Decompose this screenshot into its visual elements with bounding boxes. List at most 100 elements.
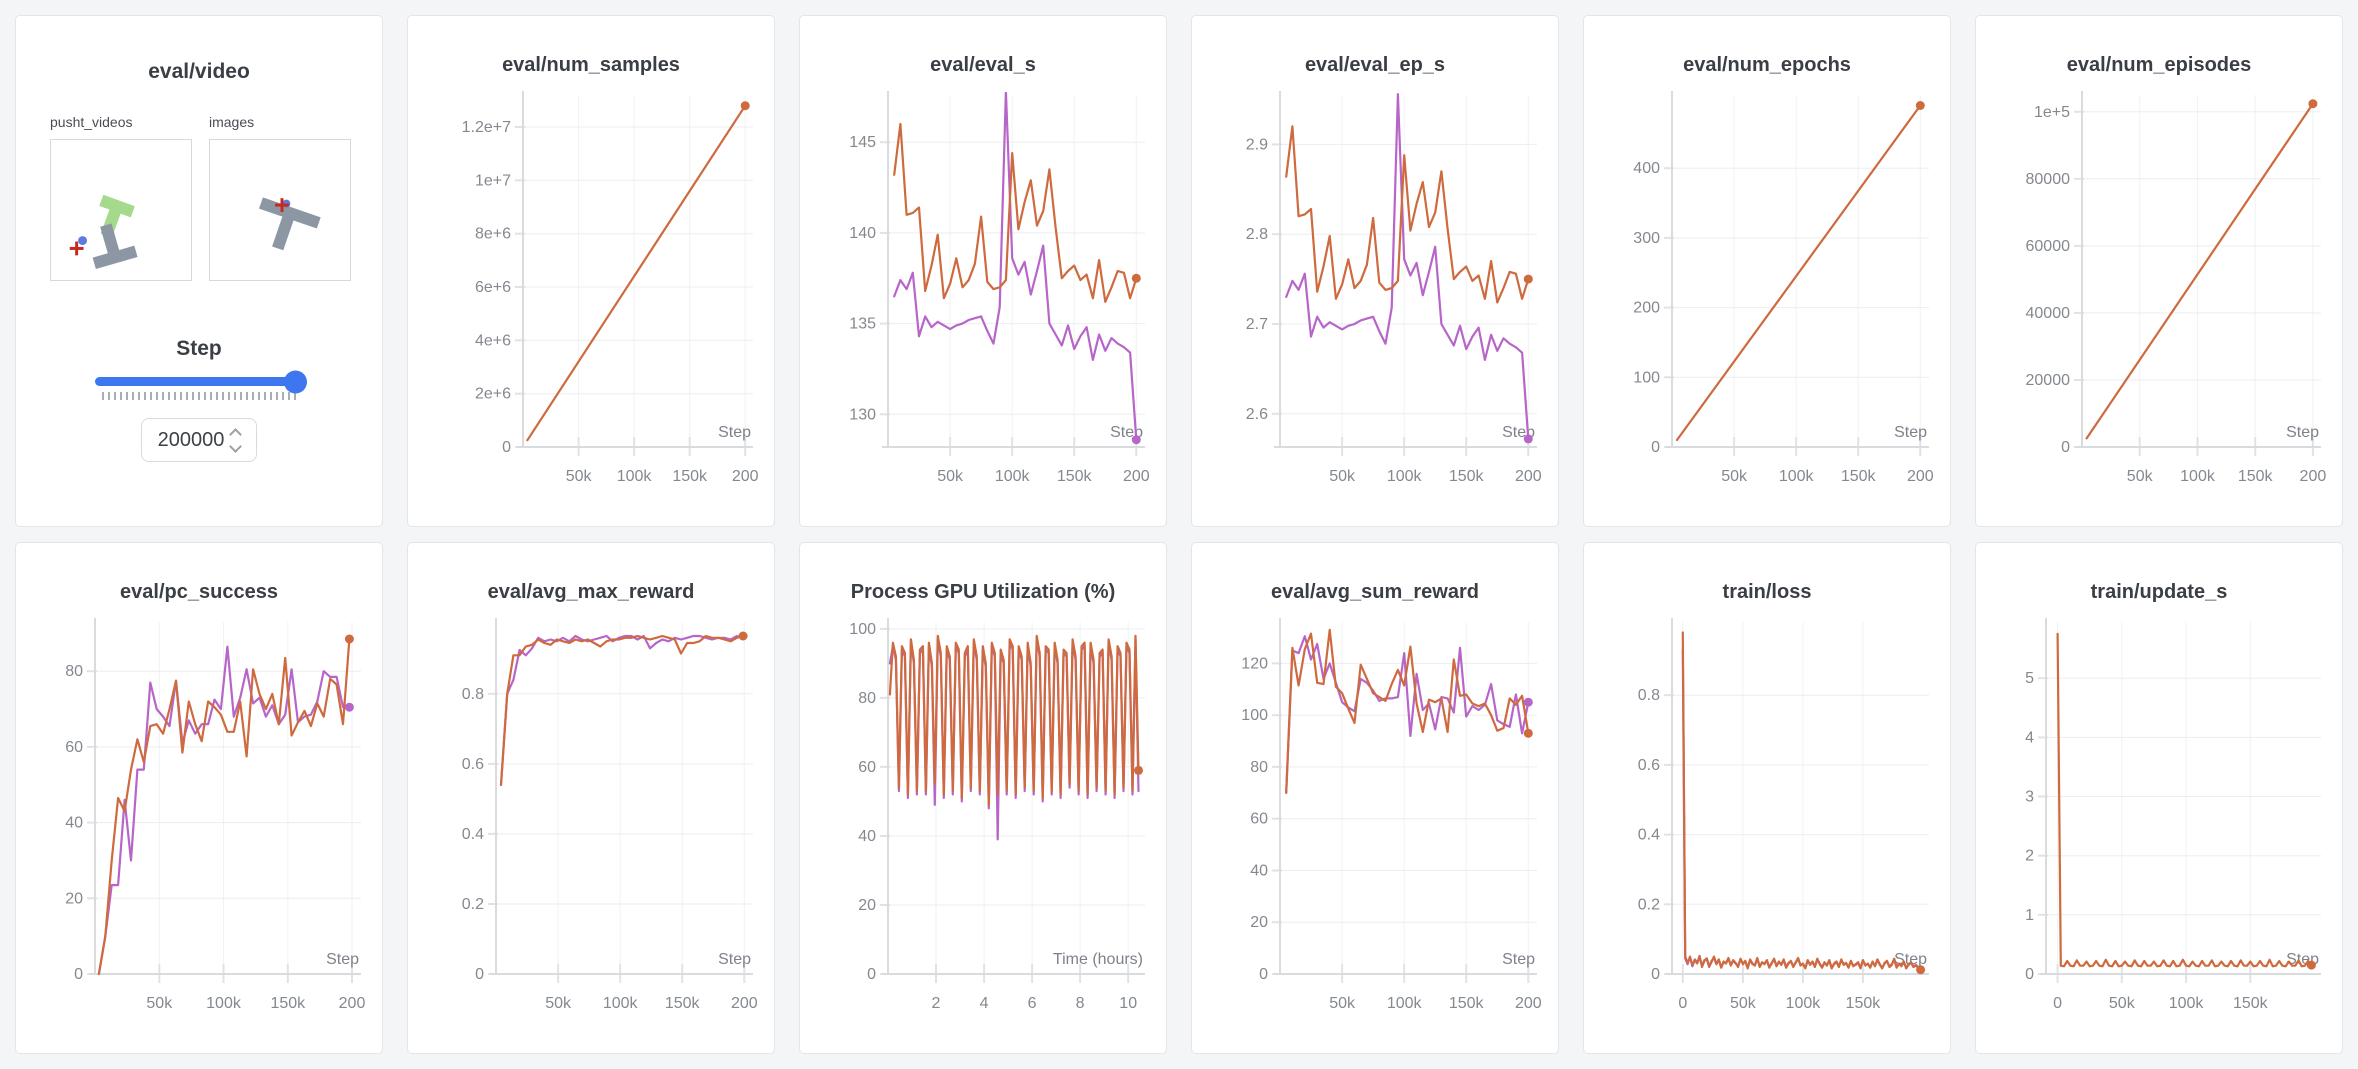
svg-text:20: 20 (858, 897, 876, 914)
media-panel-eval-video: eval/video pusht_videos (15, 15, 383, 527)
chart-canvas[interactable]: 50k 100k 150k 200 0 20 40 60 80 Step (27, 612, 371, 1032)
chart-panel-eval-num-epochs: eval/num_epochs 50k 100k 150k 200 0 100 200 300… (1583, 15, 1951, 527)
svg-text:2.6: 2.6 (1246, 406, 1268, 423)
svg-text:20000: 20000 (2026, 372, 2071, 389)
svg-text:50k: 50k (1329, 468, 1356, 485)
svg-text:40: 40 (858, 828, 876, 845)
svg-text:0: 0 (2061, 439, 2070, 456)
svg-text:200: 200 (2300, 468, 2327, 485)
slider-tick-ruler (102, 392, 296, 400)
step-slider[interactable] (95, 370, 307, 400)
svg-text:80000: 80000 (2026, 171, 2071, 188)
svg-text:100k: 100k (2169, 995, 2205, 1012)
svg-text:145: 145 (849, 134, 876, 151)
svg-text:50k: 50k (937, 468, 964, 485)
svg-text:80: 80 (65, 663, 83, 680)
chart-canvas[interactable]: 50k 100k 150k 200 0 0.2 0.4 0.6 0.8 Step (419, 612, 763, 1032)
svg-text:400: 400 (1633, 160, 1660, 177)
chart-panel-eval-avg-max-reward: eval/avg_max_reward 50k 100k 150k 200 0 0.2 0.… (407, 542, 775, 1054)
svg-text:100k: 100k (1779, 468, 1815, 485)
svg-text:4e+6: 4e+6 (475, 332, 511, 349)
chart-panel-train-update-s: train/update_s 0 50k 100k 150k 0 1 2 3 4 5 Step (1975, 542, 2343, 1054)
svg-text:200: 200 (732, 468, 759, 485)
svg-text:50k: 50k (146, 995, 173, 1012)
svg-text:80: 80 (858, 690, 876, 707)
chart-title: train/update_s (2090, 581, 2228, 603)
svg-text:0: 0 (475, 966, 484, 983)
svg-text:60: 60 (65, 739, 83, 756)
number-spinner[interactable] (229, 427, 243, 453)
svg-text:3: 3 (2025, 789, 2034, 806)
svg-text:200: 200 (1123, 468, 1150, 485)
svg-text:Time (hours): Time (hours) (1053, 951, 1143, 968)
pusht-video-thumbnail[interactable] (50, 139, 192, 281)
svg-text:Step: Step (326, 951, 359, 968)
svg-text:150k: 150k (672, 468, 708, 485)
svg-text:6: 6 (1028, 995, 1037, 1012)
chart-title: eval/eval_s (930, 54, 1036, 76)
svg-text:1e+5: 1e+5 (2034, 104, 2070, 121)
svg-text:0: 0 (2053, 995, 2062, 1012)
chart-panel-eval-eval-ep-s: eval/eval_ep_s 50k 100k 150k 200 2.6 2.7 2.8 2.… (1191, 15, 1559, 527)
slider-track[interactable] (95, 370, 307, 393)
chart-canvas[interactable]: 50k 100k 150k 200 0 20000 40000 60000 80000 1e+5 S… (1987, 85, 2331, 505)
svg-text:50k: 50k (1329, 995, 1356, 1012)
svg-text:100: 100 (849, 621, 876, 638)
svg-text:40: 40 (65, 815, 83, 832)
svg-text:50k: 50k (2127, 468, 2154, 485)
svg-text:2e+6: 2e+6 (475, 386, 511, 403)
spinner-down-icon[interactable] (229, 439, 243, 453)
svg-text:150k: 150k (1841, 468, 1877, 485)
svg-text:50k: 50k (1730, 995, 1757, 1012)
chart-title: eval/num_episodes (2066, 54, 2252, 76)
svg-text:140: 140 (849, 225, 876, 242)
svg-text:0.8: 0.8 (462, 686, 484, 703)
svg-text:0: 0 (74, 966, 83, 983)
svg-text:300: 300 (1633, 230, 1660, 247)
chart-canvas[interactable]: 50k 100k 150k 200 0 20 40 60 80 100 120 Step (1203, 612, 1547, 1032)
svg-text:2: 2 (932, 995, 941, 1012)
spinner-up-icon[interactable] (229, 427, 243, 441)
svg-text:2.9: 2.9 (1246, 136, 1268, 153)
svg-text:150k: 150k (1057, 468, 1093, 485)
svg-text:100k: 100k (995, 468, 1031, 485)
svg-text:1e+7: 1e+7 (475, 172, 511, 189)
svg-text:2.7: 2.7 (1246, 316, 1268, 333)
svg-text:0.2: 0.2 (462, 896, 484, 913)
svg-text:20: 20 (1250, 914, 1268, 931)
svg-text:100: 100 (1633, 369, 1660, 386)
svg-text:50k: 50k (1721, 468, 1748, 485)
chart-panel-eval-pc-success: eval/pc_success 50k 100k 150k 200 0 20 40 60 80 S… (15, 542, 383, 1054)
svg-text:50k: 50k (2109, 995, 2136, 1012)
svg-text:0: 0 (867, 966, 876, 983)
chart-canvas[interactable]: 50k 100k 150k 200 0 100 200 300 400 Step (1595, 85, 1939, 505)
chart-title: eval/pc_success (120, 581, 278, 603)
svg-text:100k: 100k (2180, 468, 2216, 485)
step-value[interactable]: 200000 (157, 428, 225, 451)
slider-thumb-handle[interactable] (284, 370, 307, 393)
svg-text:Step: Step (1502, 951, 1535, 968)
svg-text:Step: Step (718, 424, 751, 441)
svg-text:0.2: 0.2 (1638, 896, 1660, 913)
step-slider-label: Step (176, 337, 222, 360)
chart-canvas[interactable]: 50k 100k 150k 200 0 2e+6 4e+6 6e+6 8e+6 1e+7 1.2e+… (419, 85, 763, 505)
svg-text:150k: 150k (2238, 468, 2274, 485)
chart-title: eval/num_epochs (1683, 54, 1851, 76)
goal-cross-icon (69, 241, 84, 256)
chart-panel-eval-num-samples: eval/num_samples 50k 100k 150k 200 0 2e+6 4e+6… (407, 15, 775, 527)
svg-text:4: 4 (980, 995, 989, 1012)
svg-text:100k: 100k (617, 468, 653, 485)
svg-text:0: 0 (1651, 439, 1660, 456)
pusht-image-thumbnail[interactable] (209, 139, 351, 281)
svg-text:130: 130 (849, 406, 876, 423)
svg-text:1.2e+7: 1.2e+7 (462, 119, 511, 136)
svg-text:200: 200 (1633, 300, 1660, 317)
step-number-input[interactable]: 200000 (141, 418, 257, 462)
svg-text:0.4: 0.4 (462, 826, 484, 843)
